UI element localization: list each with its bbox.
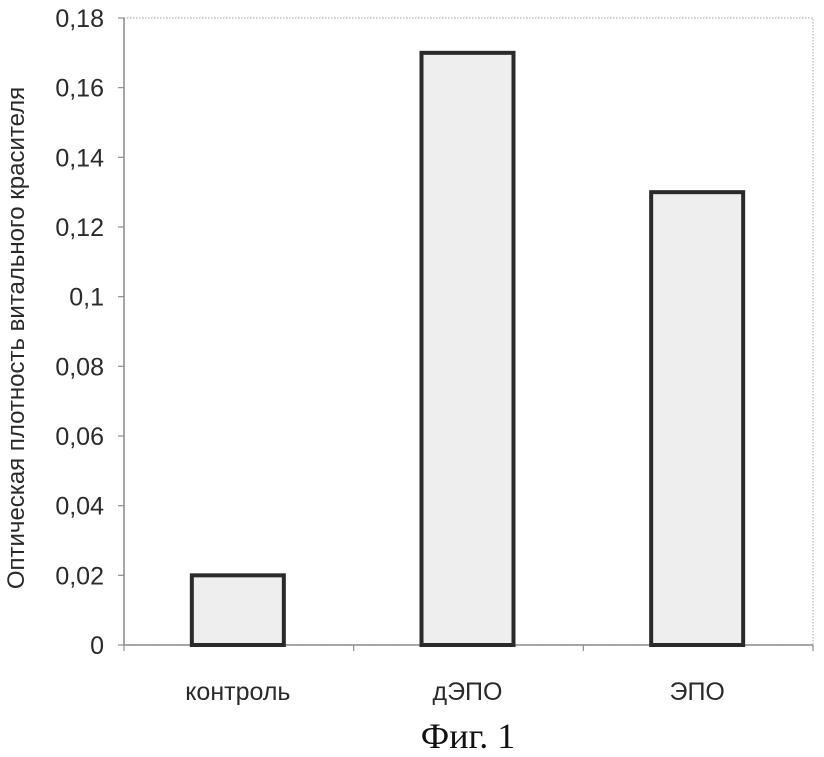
y-tick-label: 0,1 (69, 284, 104, 312)
x-category-label: контроль (185, 678, 290, 706)
x-category-label: дЭПО (433, 678, 503, 706)
x-axis: контроль дЭПО ЭПО (124, 645, 813, 706)
y-tick-label: 0,08 (55, 353, 104, 381)
bar-2 (422, 53, 514, 645)
y-tick-label: 0,16 (55, 75, 104, 103)
y-tick-label: 0,06 (55, 423, 104, 451)
bar-3 (651, 192, 743, 645)
figure-caption: Фиг. 1 (421, 716, 515, 752)
bars (192, 53, 743, 645)
y-tick-label: 0,04 (55, 493, 104, 521)
x-category-label: ЭПО (669, 678, 724, 706)
y-axis: 0 0,02 0,04 0,06 0,08 0,1 0,12 0,14 0,16 0,18 (55, 5, 124, 660)
y-tick-label: 0,02 (55, 562, 104, 590)
y-tick-label: 0,12 (55, 214, 104, 242)
bar-1 (192, 575, 284, 645)
y-tick-label: 0 (90, 632, 104, 660)
y-tick-label: 0,14 (55, 144, 104, 172)
y-axis-label: Оптическая плотность витального красител… (3, 87, 30, 589)
y-tick-label: 0,18 (55, 5, 104, 33)
